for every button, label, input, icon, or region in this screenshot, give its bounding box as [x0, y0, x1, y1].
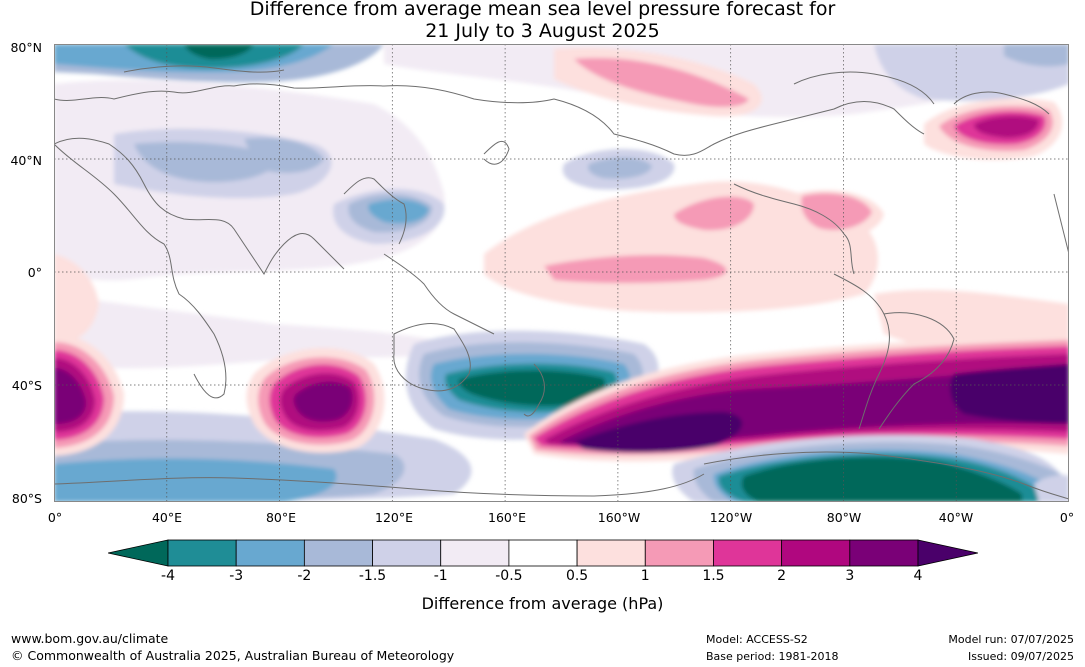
- coastlines: [54, 65, 1069, 500]
- colorbar-tick-label: 0.5: [565, 568, 589, 584]
- colorbar-segment: [508, 539, 578, 567]
- base-period: Base period: 1981-2018: [706, 650, 839, 663]
- colorbar-segment: [849, 539, 919, 567]
- colorbar-title: Difference from average (hPa): [421, 594, 664, 613]
- model-name: Model: ACCESS-S2: [706, 633, 808, 646]
- issued-date: Issued: 09/07/2025: [967, 650, 1074, 663]
- lon-label-80w: 80°W: [826, 510, 862, 525]
- colorbar-tick-label: -2: [297, 568, 312, 584]
- lon-label-120w: 120°W: [709, 510, 753, 525]
- colorbar-segment: [713, 539, 783, 567]
- lon-label-120e: 120°E: [374, 510, 414, 525]
- colorbar-tick-label: -3: [229, 568, 244, 584]
- colorbar-arrow-low: [108, 539, 169, 567]
- lat-label-40s: 40°S: [11, 378, 42, 393]
- colorbar-tick-label: -1: [433, 568, 448, 584]
- lon-label-0-right: 0°: [1059, 510, 1075, 525]
- lon-label-40e: 40°E: [151, 510, 183, 525]
- lon-label-160w: 160°W: [597, 510, 641, 525]
- map-subtitle: 21 July to 3 August 2025: [425, 20, 660, 42]
- model-run-date: Model run: 07/07/2025: [948, 633, 1074, 646]
- lon-label-160e: 160°E: [487, 510, 527, 525]
- lat-label-80n: 80°N: [10, 40, 42, 55]
- colorbar-segment: [781, 539, 851, 567]
- colorbar-tick-label: -4: [161, 568, 175, 584]
- website-link[interactable]: www.bom.gov.au/climate: [11, 631, 169, 646]
- pressure-anomaly-map: [54, 44, 1069, 502]
- colorbar-segment: [440, 539, 510, 567]
- gridlines: [54, 44, 1069, 502]
- colorbar-tick-label: 4: [913, 568, 923, 584]
- lon-label-80e: 80°E: [265, 510, 297, 525]
- lat-label-0: 0°: [27, 265, 42, 280]
- map-frame: [54, 44, 1069, 502]
- lon-label-0-left: 0°: [47, 510, 63, 525]
- colorbar-tick-label: 1: [640, 568, 650, 584]
- copyright-text: © Commonwealth of Australia 2025, Austra…: [11, 648, 455, 663]
- colorbar-segment: [303, 539, 373, 567]
- lat-label-80s: 80°S: [11, 491, 42, 506]
- colorbar: [108, 539, 978, 567]
- lon-label-40w: 40°W: [938, 510, 974, 525]
- colorbar-segment: [576, 539, 646, 567]
- lat-label-40n: 40°N: [10, 153, 42, 168]
- colorbar-arrow-high: [917, 539, 978, 567]
- colorbar-tick-label: -0.5: [495, 568, 523, 584]
- colorbar-segment: [644, 539, 714, 567]
- colorbar-tick-label: 2: [777, 568, 787, 584]
- colorbar-tick-label: 1.5: [702, 568, 725, 584]
- colorbar-segment: [167, 539, 237, 567]
- map-title: Difference from average mean sea level p…: [249, 0, 836, 20]
- colorbar-segment: [372, 539, 442, 567]
- colorbar-segment: [235, 539, 305, 567]
- colorbar-tick-label: 3: [845, 568, 855, 584]
- colorbar-tick-label: -1.5: [358, 568, 387, 584]
